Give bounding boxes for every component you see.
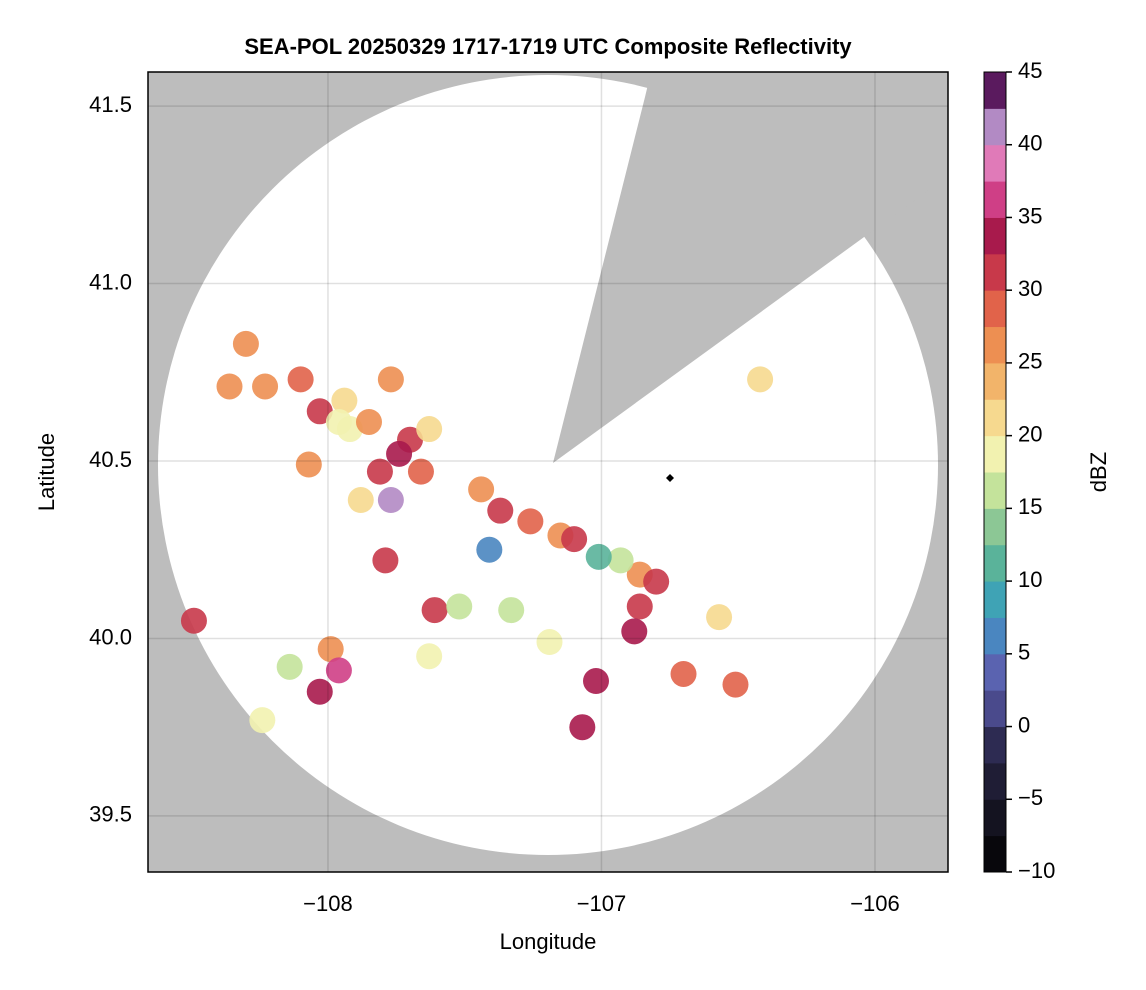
echo-cell <box>317 636 344 663</box>
colorbar-band <box>984 72 1006 109</box>
echo-cell <box>585 543 612 570</box>
x-tick-label: −106 <box>850 891 900 916</box>
echo-cell <box>416 643 443 670</box>
colorbar-band <box>984 217 1006 255</box>
echo-cell <box>536 629 563 656</box>
colorbar <box>984 72 1006 873</box>
echo-cell <box>626 593 653 620</box>
echo-cell <box>347 487 374 514</box>
y-tick-label: 40.0 <box>89 624 132 649</box>
echo-cell <box>331 387 358 414</box>
y-tick-label: 40.5 <box>89 447 132 472</box>
colorbar-band <box>984 144 1006 182</box>
echo-cell <box>372 547 399 574</box>
colorbar-band <box>984 690 1006 728</box>
x-axis-label: Longitude <box>500 929 597 954</box>
colorbar-band <box>984 253 1006 291</box>
colorbar-tick-label: 20 <box>1018 421 1042 446</box>
echo-cell <box>216 373 243 400</box>
colorbar-band <box>984 472 1006 509</box>
echo-cell <box>621 618 648 645</box>
echo-cell <box>306 398 333 425</box>
echo-cell <box>468 476 495 503</box>
echo-cell <box>722 671 749 698</box>
y-tick-label: 41.5 <box>89 92 132 117</box>
echo-cell <box>569 714 596 741</box>
echo-cell <box>421 597 448 624</box>
echo-cell <box>416 416 443 443</box>
x-tick-label: −107 <box>577 891 627 916</box>
colorbar-band <box>984 617 1006 655</box>
site-marker <box>666 474 674 482</box>
colorbar-band <box>984 799 1006 837</box>
echo-cell <box>249 707 276 734</box>
colorbar-band <box>984 835 1006 873</box>
colorbar-band <box>984 435 1006 473</box>
blocked-sector <box>553 72 948 463</box>
colorbar-tick-label: 15 <box>1018 494 1042 519</box>
echo-cell <box>287 366 314 393</box>
colorbar-tick-label: 10 <box>1018 567 1042 592</box>
echo-cell <box>180 607 207 634</box>
colorbar-band <box>984 581 1006 618</box>
colorbar-band <box>984 326 1006 364</box>
colorbar-tick-label: 35 <box>1018 203 1042 228</box>
echo-layer <box>180 330 774 741</box>
echo-cell <box>366 458 393 485</box>
echo-cell <box>643 568 670 595</box>
colorbar-band <box>984 726 1006 764</box>
colorbar-tick-label: 5 <box>1018 640 1030 665</box>
colorbar-tick-label: 45 <box>1018 58 1042 83</box>
y-tick-label: 41.0 <box>89 269 132 294</box>
echo-cell <box>487 497 514 524</box>
colorbar-tick-label: 0 <box>1018 712 1030 737</box>
echo-cell <box>498 597 525 624</box>
colorbar-band <box>984 181 1006 218</box>
colorbar-band <box>984 762 1006 800</box>
echo-cell <box>276 653 303 680</box>
echo-cell <box>670 660 697 687</box>
colorbar-tick-label: 40 <box>1018 131 1042 156</box>
echo-cell <box>325 657 352 684</box>
echo-cell <box>377 366 404 393</box>
echo-cell <box>446 593 473 620</box>
echo-cell <box>306 678 333 705</box>
colorbar-tick-label: 30 <box>1018 276 1042 301</box>
x-tick-label: −108 <box>303 891 353 916</box>
echo-cell <box>355 408 382 435</box>
echo-cell <box>377 487 404 514</box>
chart-title: SEA-POL 20250329 1717-1719 UTC Composite… <box>244 34 852 59</box>
echo-cell <box>252 373 279 400</box>
echo-cell <box>517 508 544 535</box>
colorbar-band <box>984 362 1006 400</box>
grid <box>148 72 948 872</box>
colorbar-tick-label: −5 <box>1018 785 1043 810</box>
colorbar-band <box>984 508 1006 546</box>
y-tick-label: 39.5 <box>89 802 132 827</box>
colorbar-band <box>984 399 1006 437</box>
echo-cell <box>295 451 322 478</box>
echo-cell <box>583 668 609 695</box>
colorbar-tick-label: 25 <box>1018 349 1042 374</box>
echo-cell <box>386 440 413 467</box>
echo-cell <box>407 458 434 485</box>
colorbar-band <box>984 653 1006 691</box>
plot-frame <box>147 71 949 873</box>
colorbar-frame <box>983 71 1007 873</box>
echo-cell <box>325 408 352 435</box>
echo-cell <box>706 604 733 631</box>
echo-cell <box>561 526 588 553</box>
colorbar-tick-label: −10 <box>1018 858 1055 883</box>
echo-cell <box>607 547 634 574</box>
map-layer <box>148 72 948 872</box>
echo-cell <box>747 366 774 393</box>
colorbar-band <box>984 290 1006 328</box>
echo-cell <box>476 536 503 563</box>
echo-cell <box>232 330 259 357</box>
colorbar-label: dBZ <box>1086 452 1111 492</box>
colorbar-band <box>984 544 1006 582</box>
colorbar-band <box>984 108 1006 146</box>
y-axis-label: Latitude <box>34 433 59 511</box>
